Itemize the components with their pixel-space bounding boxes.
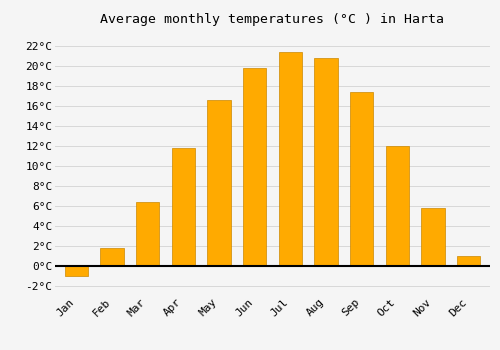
Bar: [422, 208, 444, 266]
Bar: [65, 266, 88, 276]
Bar: [386, 146, 409, 266]
Bar: [457, 256, 480, 266]
Bar: [278, 52, 302, 266]
Bar: [172, 148, 195, 266]
Bar: [100, 248, 124, 266]
Bar: [136, 202, 160, 266]
Bar: [243, 69, 266, 266]
Bar: [350, 92, 373, 266]
Bar: [208, 100, 231, 266]
Bar: [314, 58, 338, 266]
Title: Average monthly temperatures (°C ) in Harta: Average monthly temperatures (°C ) in Ha…: [100, 13, 444, 26]
